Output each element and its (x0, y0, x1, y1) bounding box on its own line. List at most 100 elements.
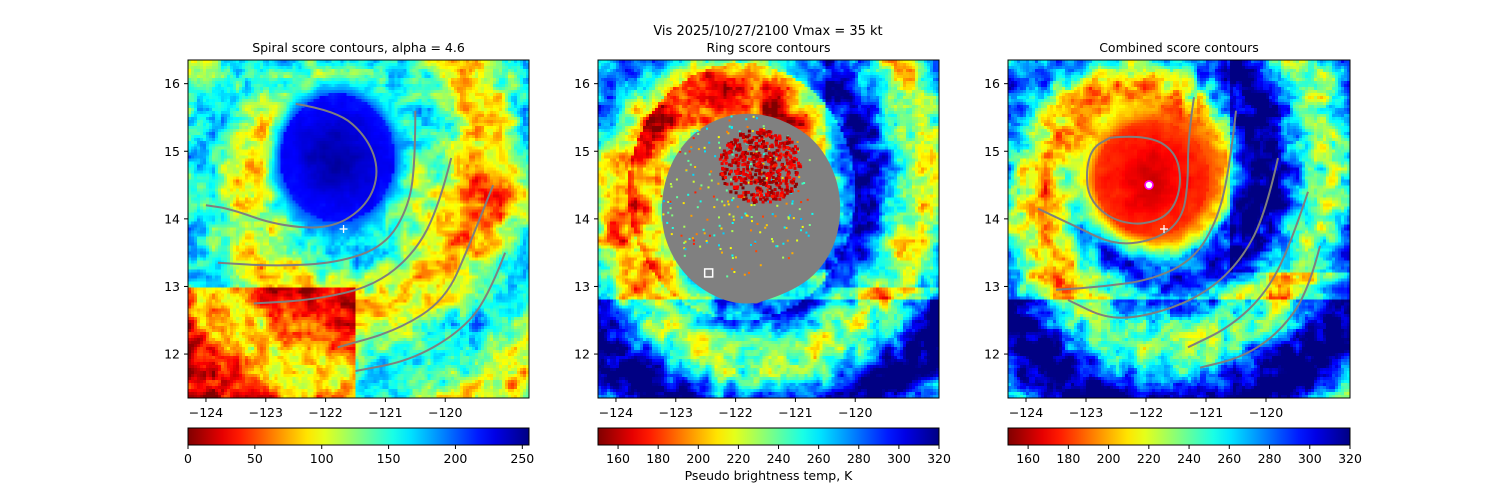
colorbar-tick-label: 300 (1298, 451, 1322, 466)
warm-core-cell (788, 176, 792, 180)
mask-speckle (684, 248, 687, 251)
warm-core-cell (722, 153, 726, 157)
mask-speckle (755, 150, 758, 153)
warm-core-cell (750, 175, 754, 179)
mask-speckle (731, 230, 734, 233)
warm-core-cell (720, 153, 723, 157)
warm-core-cell (793, 156, 797, 160)
warm-core-cell (765, 141, 769, 145)
x-tick-label: −120 (428, 405, 462, 420)
warm-core-cell (753, 145, 757, 149)
warm-core-cell (771, 191, 775, 195)
mask-speckle (680, 234, 683, 237)
warm-core-cell (789, 155, 793, 159)
warm-core-cell (770, 189, 774, 193)
center-plus-marker (1160, 225, 1168, 233)
colorbar-tick-label: 320 (1338, 451, 1362, 466)
warm-core-cell (758, 133, 762, 137)
mask-speckle (679, 150, 682, 153)
warm-core-cell (768, 180, 772, 184)
warm-core-cell (744, 177, 748, 181)
mask-speckle (726, 130, 729, 133)
x-tick-label: −122 (1129, 405, 1163, 420)
warm-core-cell (736, 164, 740, 168)
warm-core-cell (747, 133, 751, 137)
mask-speckle (766, 188, 769, 191)
warm-core-cell (788, 137, 791, 141)
mask-speckle (699, 200, 702, 203)
spiral-contour-3 (253, 157, 453, 305)
warm-core-cell (777, 154, 781, 158)
mask-speckle (662, 213, 665, 216)
x-tick-label: −120 (838, 405, 872, 420)
mask-speckle (687, 159, 690, 162)
colorbar-tick-label: 220 (1137, 451, 1161, 466)
warm-core-cell (749, 152, 753, 156)
mask-speckle (697, 148, 700, 151)
mask-speckle (676, 196, 679, 199)
warm-core-cell (752, 136, 756, 139)
mask-speckle (747, 181, 750, 184)
warm-core-cell (776, 191, 780, 195)
mask-speckle (714, 155, 717, 158)
mask-speckle (731, 199, 734, 202)
mask-speckle (731, 222, 734, 224)
x-tick-label: −124 (599, 405, 633, 420)
mask-speckle (771, 213, 774, 216)
warm-core-cell (774, 197, 778, 201)
warm-core-cell (738, 171, 742, 175)
warm-core-cell (775, 181, 779, 185)
mask-speckle (792, 217, 795, 220)
warm-core-cell (746, 168, 750, 172)
mask-speckle (776, 204, 779, 207)
y-tick-label: 16 (574, 76, 590, 91)
y-tick-label: 15 (164, 144, 180, 159)
mask-speckle (805, 231, 808, 234)
mask-speckle (687, 193, 690, 196)
warm-core-cell (722, 159, 726, 163)
warm-core-cell (768, 175, 771, 179)
y-tick-label: 13 (574, 279, 590, 294)
warm-core-cell (782, 166, 786, 169)
mask-speckle (748, 271, 750, 274)
mask-speckle (765, 224, 768, 227)
warm-core-cell (771, 179, 775, 183)
panel-title: Combined score contours (1099, 40, 1259, 55)
mask-speckle (769, 189, 771, 192)
warm-core-cell (754, 169, 758, 173)
mask-speckle (797, 190, 800, 193)
warm-core-cell (769, 173, 773, 177)
warm-core-cell (746, 140, 750, 144)
colorbar (597, 427, 940, 446)
mask-speckle (751, 220, 753, 223)
mask-speckle (727, 200, 729, 203)
mask-speckle (775, 245, 778, 248)
warm-core-cell (737, 161, 741, 165)
colorbar-tick-label: 180 (1056, 451, 1080, 466)
mask-speckle (703, 146, 706, 149)
mask-speckle (713, 234, 716, 237)
warm-core-cell (749, 177, 753, 181)
warm-core-cell (740, 152, 744, 156)
warm-core-cell (754, 173, 758, 177)
mask-speckle (723, 204, 726, 207)
warm-core-cell (775, 183, 779, 187)
colorbar-tick-label: 160 (1016, 451, 1040, 466)
x-tick-label: −121 (368, 405, 402, 420)
warm-core-cell (751, 138, 754, 142)
mask-speckle (722, 232, 725, 235)
warm-core-cell (795, 171, 799, 175)
warm-core-cell (772, 167, 776, 171)
warm-core-cell (784, 141, 787, 145)
heatmap-image (1008, 60, 1350, 398)
warm-core-cell (746, 152, 749, 156)
warm-core-cell (754, 178, 758, 182)
mask-speckle (762, 215, 764, 218)
warm-core-cell (759, 194, 763, 197)
warm-core-cell (752, 155, 756, 159)
plot-overlay (205, 102, 507, 372)
mask-speckle (706, 218, 709, 221)
center-plus-marker (339, 225, 348, 233)
mask-speckle (791, 200, 794, 203)
